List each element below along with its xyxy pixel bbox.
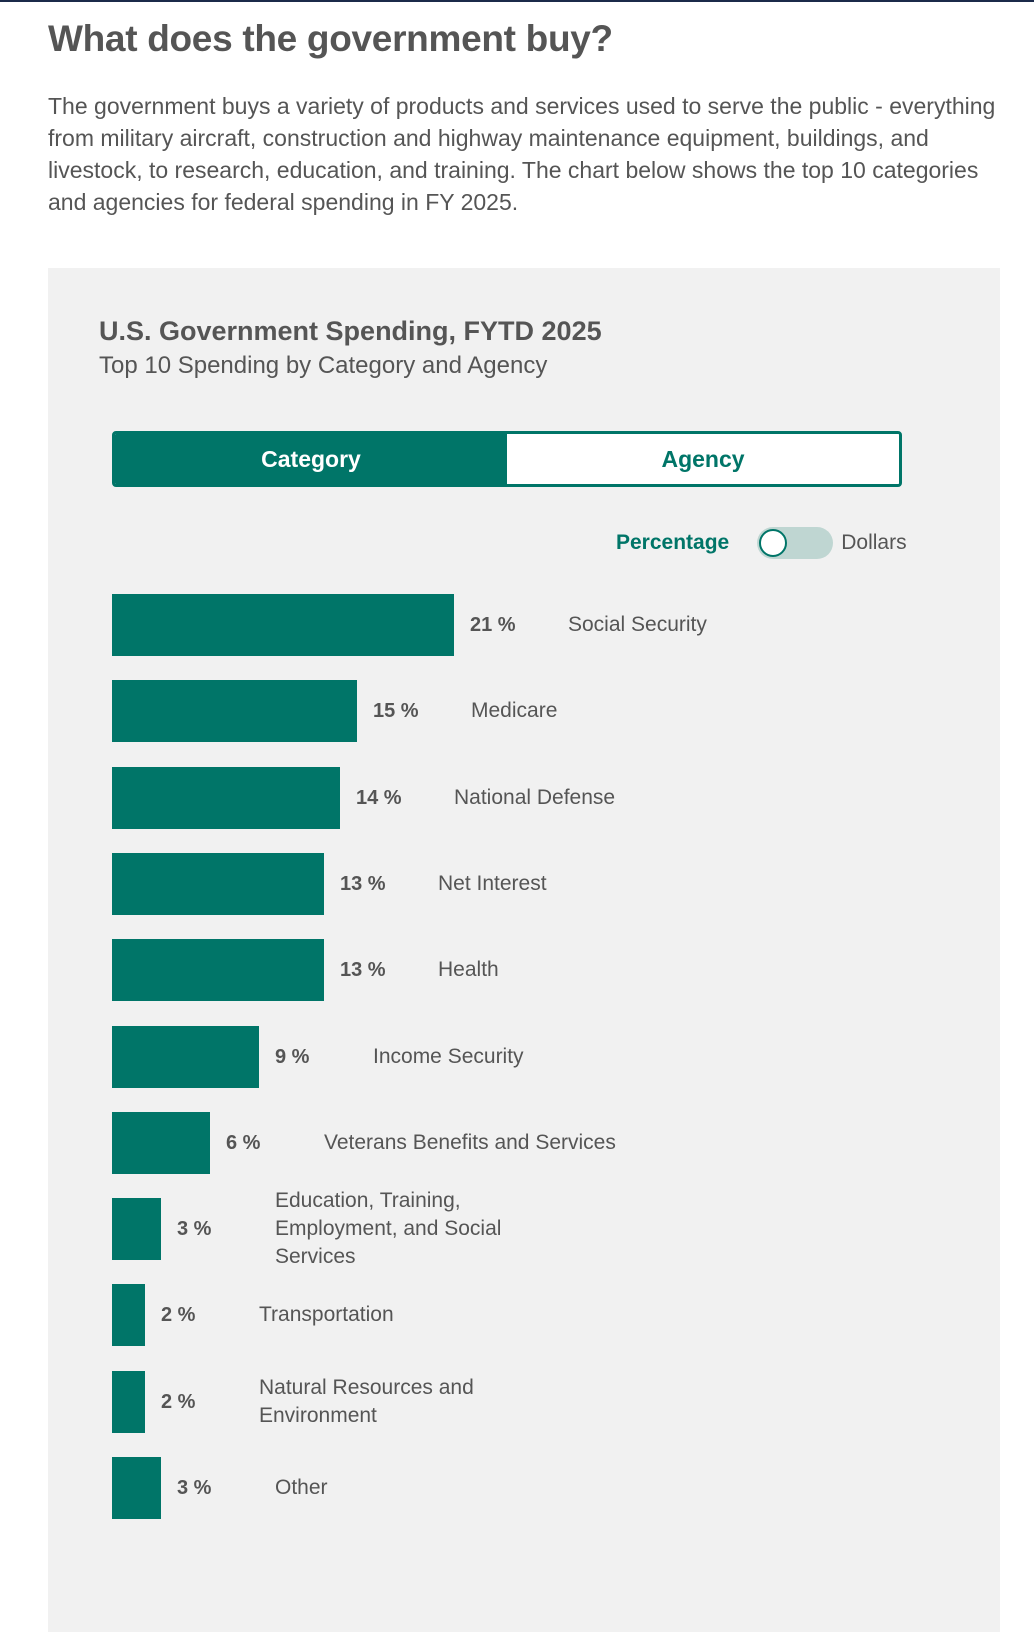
bar-row: 6 % Veterans Benefits and Services <box>112 1112 952 1174</box>
bar-row: 3 % Education, Training, Employment, and … <box>112 1189 952 1268</box>
bar-row: 3 % Other <box>112 1457 952 1519</box>
category-label: Medicare <box>471 699 558 722</box>
bar-row: 21 % Social Security <box>112 594 952 656</box>
percentage-label[interactable]: Percentage <box>616 531 730 554</box>
bar-row: 13 % Health <box>112 939 952 1001</box>
bar[interactable] <box>112 1112 210 1174</box>
bar-value-label: 6 % <box>226 1131 261 1154</box>
bar[interactable] <box>112 680 357 742</box>
bar[interactable] <box>112 853 324 915</box>
bar[interactable] <box>112 1284 145 1346</box>
bar-row: 2 % Natural Resources and Environment <box>112 1371 952 1433</box>
bar[interactable] <box>112 1457 161 1519</box>
bar[interactable] <box>112 1371 145 1433</box>
category-label: Education, Training, Employment, and Soc… <box>275 1189 502 1268</box>
bar-row: 9 % Income Security <box>112 1026 952 1088</box>
bar[interactable] <box>112 767 340 829</box>
percentage-dollars-switch[interactable] <box>757 527 834 559</box>
bar-row: 13 % Net Interest <box>112 853 952 915</box>
unit-toggle: Percentage Dollars <box>616 526 907 560</box>
bar-value-label: 9 % <box>275 1045 310 1068</box>
bar-row: 14 % National Defense <box>112 767 952 829</box>
category-label: Transportation <box>259 1303 394 1326</box>
intro-paragraph: The government buys a variety of product… <box>48 93 996 215</box>
bar-row: 2 % Transportation <box>112 1284 952 1346</box>
bar-value-label: 15 % <box>373 699 419 722</box>
bar-value-label: 13 % <box>340 958 386 981</box>
page-title: What does the government buy? <box>48 18 613 59</box>
category-label: Income Security <box>373 1045 524 1068</box>
bar-value-label: 2 % <box>161 1390 196 1413</box>
chart-panel: U.S. Government Spending, FYTD 2025 Top … <box>48 268 1000 1632</box>
dollars-label[interactable]: Dollars <box>841 531 907 554</box>
bar-value-label: 14 % <box>356 786 402 809</box>
category-agency-toggle: Category Agency <box>112 431 902 487</box>
category-label: Veterans Benefits and Services <box>324 1131 616 1154</box>
bar[interactable] <box>112 1198 161 1260</box>
tab-category[interactable]: Category <box>115 434 507 484</box>
category-label: Net Interest <box>438 872 547 895</box>
bar-value-label: 13 % <box>340 872 386 895</box>
category-label: Social Security <box>568 613 707 636</box>
tab-agency[interactable]: Agency <box>507 434 899 484</box>
bar-row: 15 % Medicare <box>112 680 952 742</box>
bar-value-label: 3 % <box>177 1217 212 1240</box>
bar[interactable] <box>112 594 454 656</box>
chart-subtitle: Top 10 Spending by Category and Agency <box>99 352 548 379</box>
bar[interactable] <box>112 939 324 1001</box>
category-label: Other <box>275 1476 328 1499</box>
bar-value-label: 2 % <box>161 1303 196 1326</box>
spending-bar-chart: 21 % Social Security 15 % Medicare 14 % Natio… <box>112 594 952 1594</box>
category-label: National Defense <box>454 786 616 809</box>
bar-value-label: 3 % <box>177 1476 212 1499</box>
category-label: Health <box>438 958 499 981</box>
switch-knob <box>759 529 788 557</box>
top-rule <box>0 0 1034 2</box>
bar-value-label: 21 % <box>470 613 516 636</box>
category-label: Natural Resources and Environment <box>259 1376 474 1427</box>
bar[interactable] <box>112 1026 259 1088</box>
chart-title: U.S. Government Spending, FYTD 2025 <box>99 316 602 346</box>
